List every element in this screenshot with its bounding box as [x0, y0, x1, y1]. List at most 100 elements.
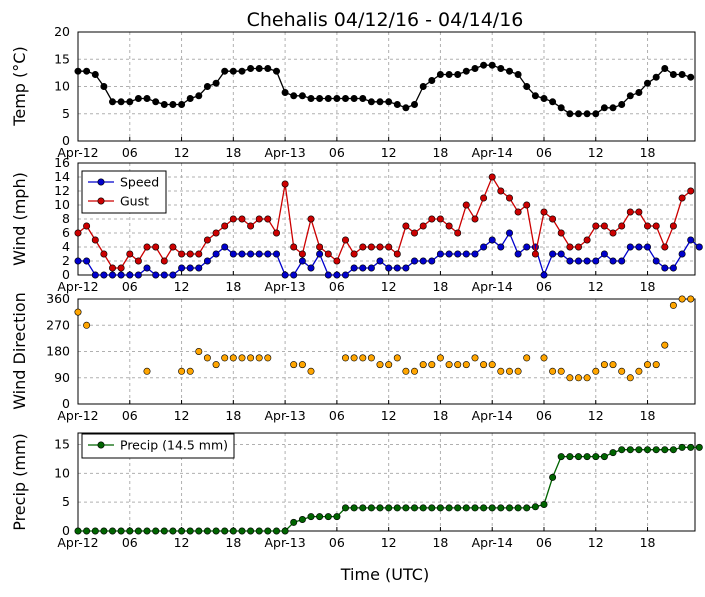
data-point: [643, 361, 651, 369]
data-point: [566, 243, 574, 251]
data-point: [661, 243, 669, 251]
x-tick-label: 12: [381, 279, 397, 294]
data-point: [592, 257, 600, 265]
data-point: [505, 229, 513, 237]
data-point: [531, 92, 539, 100]
legend-swatch-marker: [97, 178, 105, 186]
data-point: [661, 65, 669, 73]
y-tick-label: 5: [62, 106, 70, 121]
data-point: [143, 527, 151, 535]
data-point: [678, 71, 686, 79]
data-point: [238, 527, 246, 535]
data-point: [428, 215, 436, 223]
data-point: [661, 446, 669, 454]
data-point: [514, 504, 522, 512]
data-point: [376, 98, 384, 106]
x-tick-label: Apr-13: [264, 145, 305, 160]
data-point: [540, 271, 548, 279]
legend-swatch-marker: [97, 441, 105, 449]
data-point: [178, 101, 186, 109]
data-point: [514, 71, 522, 79]
data-point: [523, 354, 531, 362]
data-point: [609, 449, 617, 457]
data-point: [687, 187, 695, 195]
data-point: [385, 264, 393, 272]
data-point: [436, 71, 444, 79]
data-point: [83, 222, 91, 230]
axes-frame: [77, 432, 696, 532]
data-point: [566, 374, 574, 382]
data-point: [566, 257, 574, 265]
data-point: [307, 367, 315, 375]
data-point: [402, 367, 410, 375]
data-point: [652, 73, 660, 81]
data-point: [298, 257, 306, 265]
data-point: [307, 513, 315, 521]
legend-label: Speed: [120, 175, 159, 190]
data-point: [333, 513, 341, 521]
data-point: [109, 271, 117, 279]
data-point: [160, 101, 168, 109]
data-point: [134, 271, 142, 279]
data-point: [574, 243, 582, 251]
x-tick-label: 12: [381, 145, 397, 160]
data-point: [247, 65, 255, 73]
data-point: [462, 504, 470, 512]
x-tick-label: 12: [174, 279, 190, 294]
data-point: [643, 243, 651, 251]
legend: Speed Gust: [81, 170, 167, 214]
y-tick-label: 360: [46, 291, 70, 306]
data-point: [221, 67, 229, 75]
y-axis-label: Temp (°C): [10, 46, 29, 126]
y-axis-label: Precip (mm): [10, 433, 29, 531]
data-point: [695, 243, 703, 251]
data-point: [203, 354, 211, 362]
data-point: [583, 236, 591, 244]
data-point: [445, 250, 453, 258]
data-point: [687, 443, 695, 451]
data-point: [221, 222, 229, 230]
data-point: [540, 208, 548, 216]
data-point: [203, 236, 211, 244]
data-point: [402, 104, 410, 112]
data-point: [557, 367, 565, 375]
data-point: [333, 271, 341, 279]
y-tick-label: 16: [54, 155, 70, 170]
data-point: [505, 367, 513, 375]
data-point: [549, 215, 557, 223]
data-point: [160, 257, 168, 265]
data-point: [152, 271, 160, 279]
data-point: [203, 527, 211, 535]
data-point: [609, 229, 617, 237]
data-point: [488, 61, 496, 69]
data-point: [178, 250, 186, 258]
data-point: [298, 515, 306, 523]
data-point: [350, 250, 358, 258]
x-tick-label: 06: [536, 279, 552, 294]
data-point: [652, 257, 660, 265]
legend-swatch-marker: [97, 197, 105, 205]
data-point: [272, 67, 280, 75]
data-point: [600, 250, 608, 258]
data-point: [618, 446, 626, 454]
data-point: [117, 527, 125, 535]
data-point: [410, 504, 418, 512]
data-point: [385, 98, 393, 106]
data-point: [462, 201, 470, 209]
data-point: [462, 67, 470, 75]
y-tick-label: 5: [62, 494, 70, 509]
data-point: [626, 374, 634, 382]
data-point: [471, 215, 479, 223]
x-tick-label: 12: [588, 145, 604, 160]
data-point: [419, 361, 427, 369]
data-point: [367, 504, 375, 512]
x-tick-label: 18: [225, 535, 241, 550]
y-tick-label: 270: [46, 317, 70, 332]
data-point: [557, 250, 565, 258]
data-point: [583, 374, 591, 382]
data-point: [462, 361, 470, 369]
data-point: [393, 354, 401, 362]
data-point: [376, 361, 384, 369]
y-tick-label: 10: [54, 79, 70, 94]
